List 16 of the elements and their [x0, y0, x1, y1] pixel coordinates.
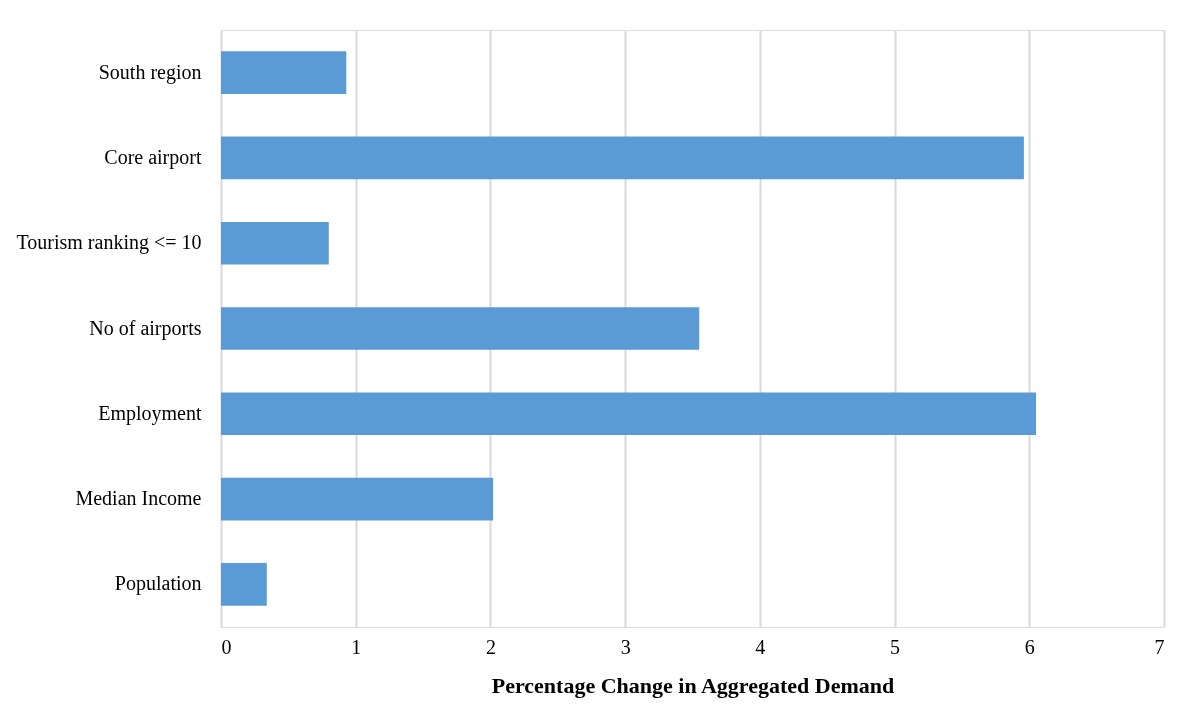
x-tick-label: 0: [221, 635, 232, 658]
x-tick-label: 4: [755, 635, 766, 658]
x-tick-label: 2: [485, 635, 496, 658]
y-tick-label: Median Income: [75, 487, 202, 510]
y-tick-label: Population: [114, 572, 202, 596]
x-tick-label: 6: [1024, 635, 1035, 658]
y-tick-label: Core airport: [104, 145, 202, 169]
x-tick-label: 7: [1154, 635, 1165, 658]
x-axis-title: Percentage Change in Aggregated Demand: [491, 672, 895, 698]
y-tick-label: No of airports: [89, 316, 202, 340]
x-tick-label: 1: [351, 635, 362, 658]
y-tick-label: Employment: [98, 401, 202, 425]
x-tick-label: 3: [620, 635, 631, 658]
y-tick-label: South region: [98, 60, 202, 84]
y-tick-label: Tourism ranking <= 10: [16, 231, 202, 255]
x-tick-label: 5: [890, 635, 901, 658]
